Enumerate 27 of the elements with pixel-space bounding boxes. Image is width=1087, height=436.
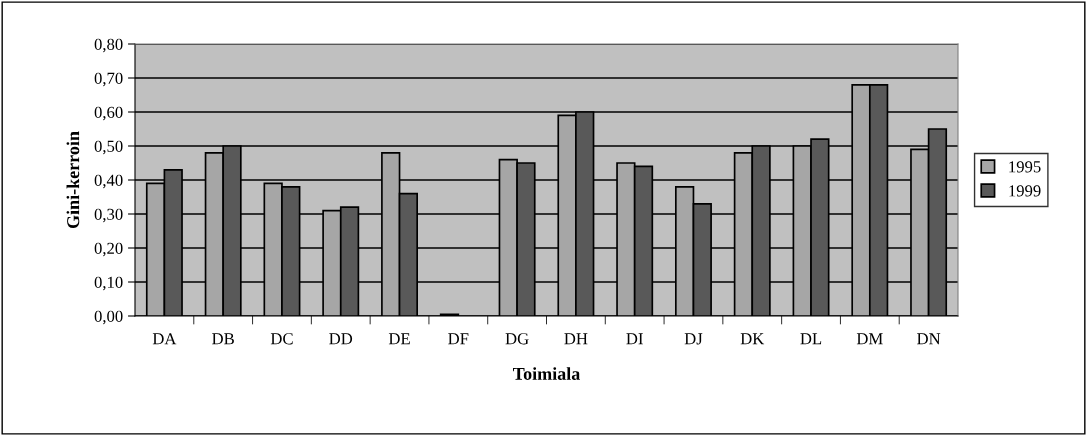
x-tick-label: DI <box>626 333 643 345</box>
y-tick-label: 0,10 <box>94 276 123 291</box>
y-tick-label: 0,60 <box>94 106 123 121</box>
y-tick-label: 0,30 <box>94 208 123 223</box>
x-tick-label: DK <box>740 333 765 345</box>
y-tick-label: 0,80 <box>94 38 123 53</box>
y-tick-label: 0,40 <box>94 174 123 189</box>
x-tick-label: DL <box>800 333 822 345</box>
x-tick-label: DE <box>388 333 410 345</box>
x-tick-label: DA <box>152 333 177 345</box>
x-tick-label: DH <box>564 333 588 345</box>
x-tick-label: DN <box>917 333 941 345</box>
y-tick-label: 0,00 <box>94 310 123 325</box>
x-tick-label: DB <box>212 333 234 345</box>
x-tick-label: DF <box>448 333 469 345</box>
x-tick-label: DJ <box>684 333 703 345</box>
y-tick-label: 0,20 <box>94 242 123 257</box>
y-tick-label: 0,50 <box>94 140 123 155</box>
legend-label: 1995 <box>1009 161 1041 173</box>
y-axis-title: Gini-kerroin <box>66 131 80 229</box>
y-tick-label: 0,70 <box>94 72 123 87</box>
x-tick-label: DD <box>329 333 353 345</box>
x-tick-label: DC <box>270 333 293 345</box>
x-tick-label: DG <box>505 333 529 345</box>
legend-label: 1999 <box>1009 185 1041 197</box>
x-axis-title: Toimiala <box>513 367 581 380</box>
x-tick-label: DM <box>856 333 883 345</box>
